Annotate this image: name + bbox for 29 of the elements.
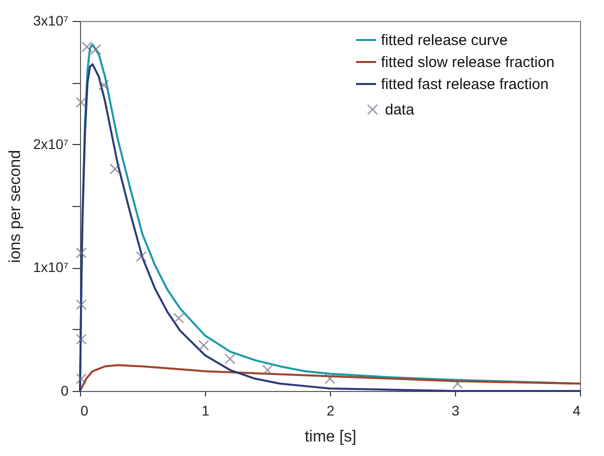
point xyxy=(76,373,87,384)
legend-label: fitted fast release fraction xyxy=(381,76,549,93)
point xyxy=(452,378,463,389)
y-tick-label: 3x10⁷ xyxy=(33,12,68,28)
point xyxy=(324,373,336,384)
legend-label: fitted release curve xyxy=(381,32,508,49)
point xyxy=(76,299,87,310)
point xyxy=(76,97,87,108)
y-tick-label: 0 xyxy=(60,382,69,398)
point xyxy=(173,312,184,324)
point xyxy=(110,164,120,174)
point xyxy=(136,251,147,262)
x-axis-title: time [s] xyxy=(304,428,356,446)
legend-label: data xyxy=(385,102,415,118)
point xyxy=(76,247,87,258)
point xyxy=(98,80,110,91)
x-tick-label: 3 xyxy=(452,402,460,418)
x-tick-label: 4 xyxy=(572,402,581,418)
legend-label: fitted slow release fraction xyxy=(381,54,554,71)
point xyxy=(198,340,210,351)
y-tick-label: 1x10⁷ xyxy=(33,259,68,276)
point xyxy=(262,364,273,376)
x-tick-label: 0 xyxy=(80,402,88,418)
point xyxy=(224,354,236,364)
y-axis-title: ions per second xyxy=(7,150,24,263)
x-tick-label: 1 xyxy=(202,402,210,418)
y-tick-label: 2x10⁷ xyxy=(33,136,68,152)
point xyxy=(76,334,87,345)
x-tick-label: 2 xyxy=(326,402,335,418)
